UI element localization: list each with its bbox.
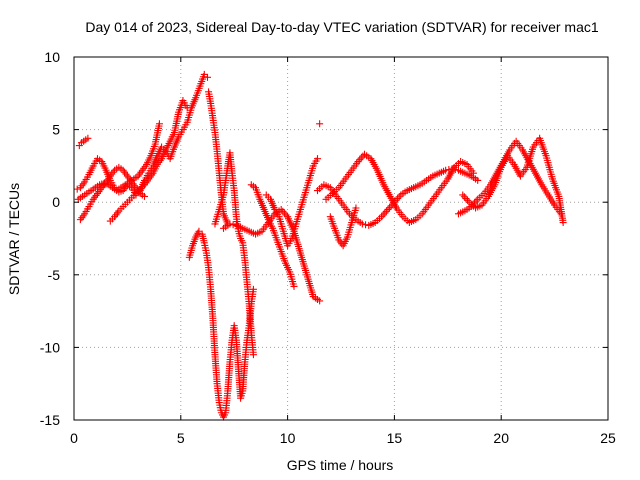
- series-sat-track-h: [205, 88, 232, 228]
- y-axis-title: SDTVAR / TECUs: [6, 183, 22, 295]
- data-point-plus-marker: [384, 205, 392, 213]
- series-sat-track-j: [247, 181, 298, 290]
- x-axis-title: GPS time / hours: [287, 457, 394, 473]
- y-tick-label: 10: [44, 49, 60, 65]
- series-sat-track-n: [326, 204, 360, 250]
- data-point-plus-marker: [559, 219, 567, 227]
- data-point-plus-marker: [474, 176, 482, 184]
- series-sat-track-m: [322, 150, 477, 227]
- x-tick-label: 15: [387, 430, 403, 446]
- data-point-plus-marker: [464, 196, 472, 204]
- data-point-plus-marker: [226, 220, 234, 228]
- data-point-plus-marker: [460, 193, 468, 201]
- data-point-plus-marker: [462, 195, 470, 203]
- data-point-plus-marker: [84, 134, 92, 142]
- data-point-plus-marker: [249, 351, 257, 359]
- grid-layer: [74, 57, 608, 420]
- chart-title: Day 014 of 2023, Sidereal Day-to-day VTE…: [85, 19, 598, 35]
- data-point-plus-marker: [140, 192, 148, 200]
- x-tick-label: 20: [493, 430, 509, 446]
- y-tick-label: 5: [52, 122, 60, 138]
- data-point-plus-marker: [155, 120, 163, 128]
- tick-labels-layer: 0 5 10 15 20 25 -15 -10 -5 0 5 10: [40, 49, 616, 446]
- data-point-plus-marker: [73, 185, 81, 193]
- y-tick-label: -5: [48, 267, 61, 283]
- series-outlier: [316, 120, 324, 128]
- series-sat-track-f: [185, 227, 257, 421]
- x-tick-label: 0: [70, 430, 78, 446]
- series-sat-track-g: [211, 149, 257, 359]
- data-point-plus-marker: [379, 211, 387, 219]
- data-point-plus-marker: [469, 169, 477, 177]
- y-tick-label: -10: [40, 339, 60, 355]
- series-sat-track-a: [73, 70, 211, 199]
- data-point-plus-marker: [395, 193, 403, 201]
- x-tick-label: 5: [177, 430, 185, 446]
- data-point-plus-marker: [279, 207, 287, 215]
- tick-marks-layer: [73, 56, 609, 421]
- data-point-plus-marker: [183, 104, 191, 112]
- data-point-plus-marker: [381, 209, 389, 217]
- series-sat-track-c: [75, 134, 92, 150]
- data-point-plus-marker: [459, 191, 467, 199]
- series-sat-track-i: [220, 205, 324, 305]
- series-sat-track-b: [74, 120, 163, 203]
- data-point-plus-marker: [316, 120, 324, 128]
- data-point-plus-marker: [200, 70, 208, 78]
- data-point-plus-marker: [290, 282, 298, 290]
- data-marks-layer: [73, 70, 567, 421]
- series-sat-track-l: [314, 165, 482, 229]
- data-point-plus-marker: [471, 199, 478, 207]
- data-point-plus-marker: [204, 73, 211, 81]
- x-tick-label: 25: [600, 430, 616, 446]
- data-point-plus-marker: [358, 220, 366, 228]
- y-tick-label: 0: [52, 194, 60, 210]
- data-point-plus-marker: [442, 166, 450, 174]
- data-point-plus-marker: [356, 156, 364, 164]
- x-tick-label: 10: [280, 430, 296, 446]
- series-sat-track-k: [262, 155, 322, 250]
- series-sat-track-p: [459, 134, 567, 227]
- data-point-plus-marker: [352, 204, 360, 212]
- plot-frame: [73, 56, 609, 421]
- data-point-plus-marker: [382, 207, 390, 215]
- data-point-plus-marker: [229, 221, 237, 229]
- data-point-plus-marker: [316, 297, 324, 305]
- series-sat-track-e: [106, 97, 191, 225]
- data-point-plus-marker: [386, 204, 394, 212]
- data-point-plus-marker: [394, 195, 402, 203]
- data-point-plus-marker: [195, 227, 203, 235]
- series-sat-track-d: [76, 163, 148, 224]
- y-tick-label: -15: [40, 412, 60, 428]
- data-point-plus-marker: [314, 155, 322, 163]
